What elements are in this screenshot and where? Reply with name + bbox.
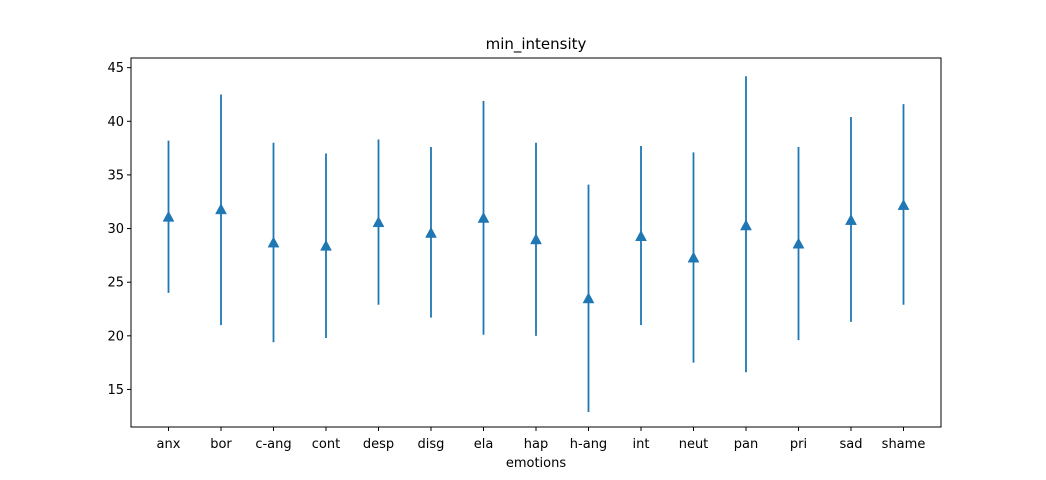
x-tick-label: c-ang	[255, 437, 291, 452]
data-point	[477, 211, 490, 223]
y-tick-label: 40	[107, 115, 124, 130]
data-point	[372, 216, 385, 228]
x-axis: anx bor c-ang cont desp disg ela hap h-ang int neu…	[157, 427, 926, 452]
x-axis-label: emotions	[506, 456, 567, 471]
y-tick-label: 30	[107, 222, 124, 237]
x-tick-label: shame	[882, 437, 926, 452]
y-tick-label: 45	[107, 61, 124, 76]
data-point	[530, 233, 542, 245]
data-point	[582, 292, 595, 304]
data-point	[215, 203, 227, 215]
data-point	[740, 219, 752, 231]
x-tick-label: pan	[734, 437, 758, 452]
y-tick-label: 15	[107, 383, 124, 398]
data-point	[267, 236, 280, 248]
x-tick-label: h-ang	[570, 437, 607, 452]
x-tick-label: cont	[312, 437, 340, 452]
data-point	[792, 237, 805, 249]
data-point	[425, 226, 437, 238]
x-tick-label: anx	[157, 437, 181, 452]
data-point	[897, 198, 910, 210]
data-point	[635, 230, 647, 241]
x-tick-label: bor	[210, 437, 232, 452]
x-tick-label: disg	[418, 437, 445, 452]
x-tick-label: hap	[524, 437, 548, 452]
y-tick-label: 25	[107, 276, 124, 291]
y-tick-label: 35	[107, 168, 124, 183]
x-tick-label: desp	[363, 437, 394, 452]
y-axis: 15 20 25 30 35 40 45	[107, 61, 131, 398]
data-point	[687, 251, 700, 263]
x-tick-label: int	[633, 437, 650, 452]
data-point	[162, 210, 175, 222]
data-point	[320, 239, 332, 251]
x-tick-label: sad	[840, 437, 863, 452]
y-tick-label: 20	[107, 329, 124, 344]
data-point	[845, 213, 857, 225]
chart-title: min_intensity	[486, 35, 587, 54]
plot-area	[130, 57, 942, 428]
x-tick-label: pri	[790, 437, 807, 452]
x-tick-label: neut	[679, 437, 709, 452]
x-tick-label: ela	[474, 437, 494, 452]
